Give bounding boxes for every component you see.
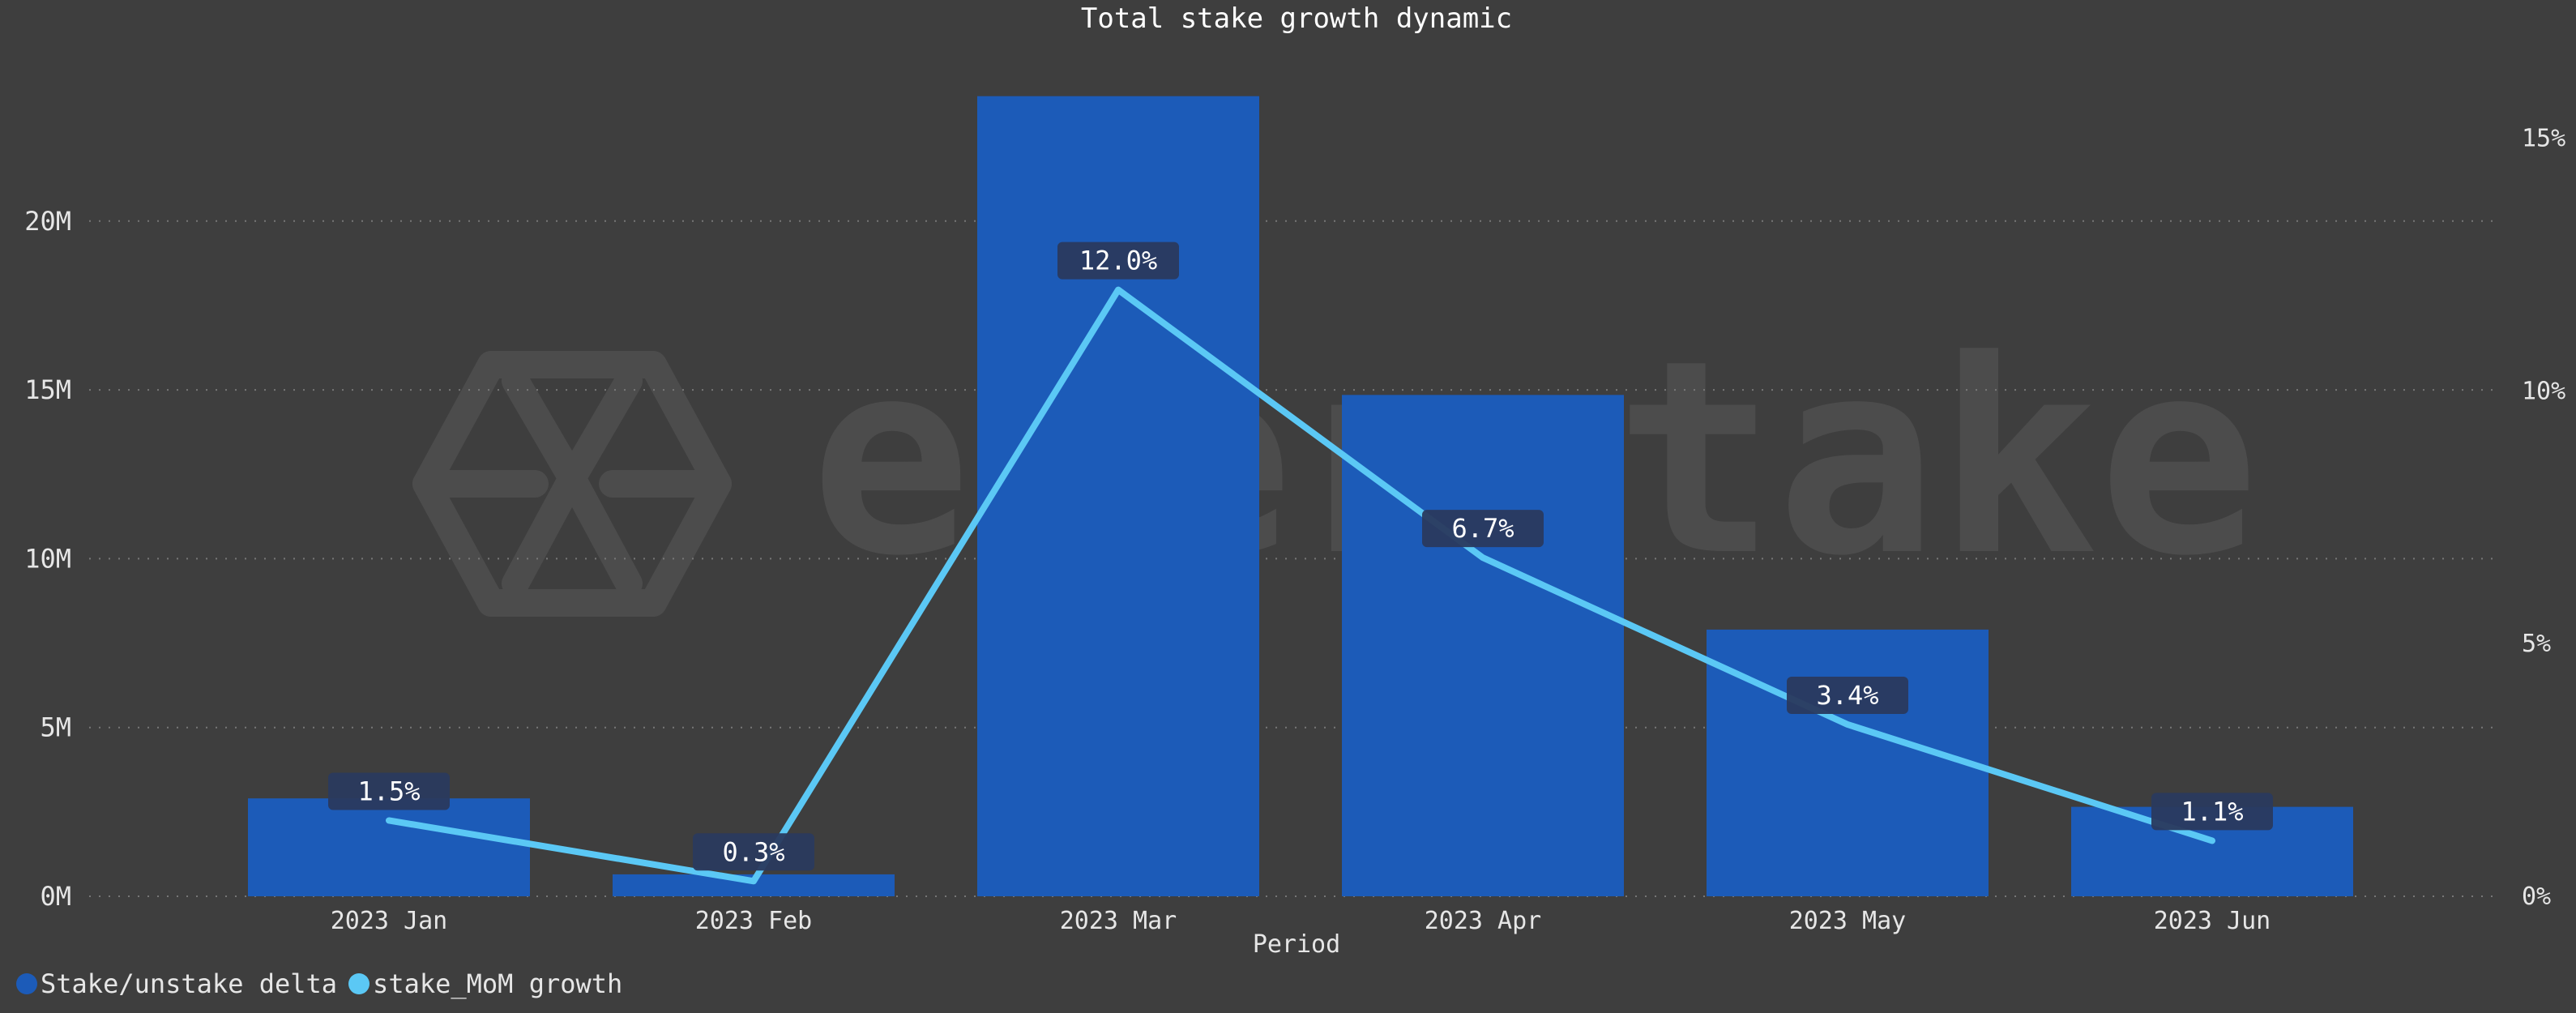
bar[interactable]	[248, 798, 530, 896]
bar[interactable]	[977, 96, 1259, 897]
x-tick-label: 2023 Apr	[1425, 907, 1542, 935]
data-label-box	[2151, 793, 2273, 831]
axes: 0M 5M 10M 15M 20M 0% 5% 10% 15% 2023 Jan 2023 Feb 2…	[24, 125, 2565, 935]
data-label: 6.7%	[1451, 513, 1514, 544]
data-label-box	[1787, 676, 1908, 714]
line-series	[386, 286, 2215, 885]
chart-title: Total stake growth dynamic	[1081, 2, 1512, 35]
y2-tick-label: 10%	[2522, 377, 2565, 405]
data-label-box	[693, 833, 814, 871]
line-path[interactable]	[386, 286, 2215, 885]
x-tick-label: 2023 Feb	[695, 907, 813, 935]
x-tick-label: 2023 May	[1789, 907, 1907, 935]
y2-tick-label: 5%	[2522, 630, 2551, 658]
x-tick-label: 2023 Jan	[331, 907, 448, 935]
x-axis-title: Period	[1253, 930, 1340, 959]
legend-swatch-light-blue	[348, 973, 370, 994]
legend-item-line[interactable]: stake_MoM growth	[348, 968, 622, 999]
legend: Stake/unstake delta stake_MoM growth	[16, 968, 622, 999]
x-tick-label: 2023 Mar	[1060, 907, 1177, 935]
data-label: 1.1%	[2181, 796, 2243, 827]
legend-item-bars[interactable]: Stake/unstake delta	[16, 968, 337, 999]
legend-label-bars: Stake/unstake delta	[41, 968, 338, 999]
y-tick-label: 5M	[40, 712, 71, 743]
data-label: 1.5%	[357, 776, 420, 806]
data-labels: 1.5% 0.3% 12.0% 6.7% 3.4% 1.1%	[328, 241, 2273, 871]
data-label-box	[1422, 510, 1544, 548]
y2-tick-label: 0%	[2522, 883, 2551, 911]
y-tick-label: 15M	[24, 374, 71, 405]
legend-label-line: stake_MoM growth	[373, 968, 623, 999]
y-tick-label: 20M	[24, 206, 71, 237]
data-label-box	[328, 772, 450, 810]
bar[interactable]	[1707, 629, 1989, 896]
y2-tick-label: 15%	[2522, 125, 2565, 153]
data-label: 3.4%	[1816, 680, 1878, 711]
y-tick-label: 0M	[40, 881, 71, 912]
data-label-box	[1057, 241, 1179, 280]
bar[interactable]	[1342, 395, 1624, 896]
legend-swatch-dark-blue	[16, 973, 37, 994]
data-label: 12.0%	[1079, 246, 1157, 276]
y-tick-label: 10M	[24, 543, 71, 574]
x-tick-label: 2023 Jun	[2154, 907, 2271, 935]
bars	[248, 96, 2353, 897]
data-label: 0.3%	[722, 836, 784, 867]
